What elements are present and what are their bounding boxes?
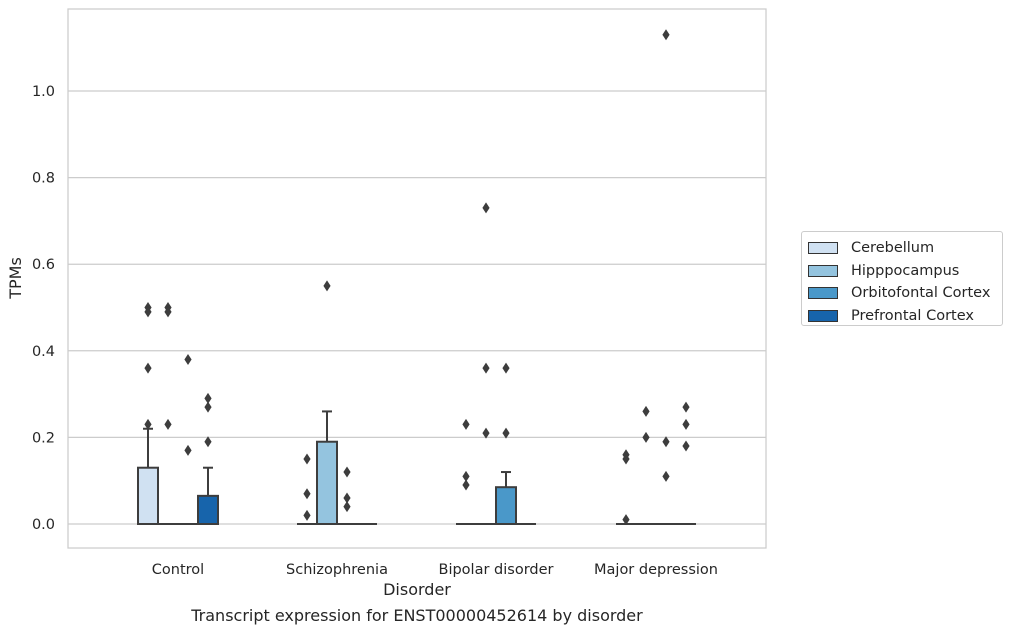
box-rect — [197, 494, 219, 526]
box-cerebellum — [137, 427, 159, 525]
y-tick-label: 0.2 — [32, 430, 55, 446]
outlier-point — [184, 444, 192, 456]
box-hipppocampus — [316, 410, 338, 526]
boxes — [137, 410, 696, 526]
grid-lines — [68, 90, 766, 525]
box-orbitofontal-cortex — [495, 471, 517, 526]
box-rect — [316, 440, 338, 526]
outlier-point — [482, 202, 490, 214]
outlier-point — [303, 509, 311, 521]
outlier-point — [502, 362, 510, 374]
outlier-point — [662, 470, 670, 482]
y-axis-label: TPMs — [6, 257, 25, 300]
x-tick-label: Control — [152, 562, 204, 578]
outlier-point — [303, 488, 311, 500]
y-tick-label: 0.4 — [32, 344, 55, 360]
y-tick-label: 0.6 — [32, 257, 55, 273]
legend-label: Hipppocampus — [851, 262, 960, 279]
y-tick-label: 1.0 — [32, 84, 55, 100]
box-prefrontal-cortex — [197, 466, 219, 526]
legend-label: Prefrontal Cortex — [851, 308, 974, 325]
chart-caption: Transcript expression for ENST0000045261… — [191, 606, 643, 625]
legend-swatch — [808, 242, 838, 255]
outlier-point — [642, 431, 650, 443]
outliers — [144, 29, 690, 526]
outlier-point — [343, 466, 351, 478]
outlier-point — [662, 436, 670, 448]
legend-item: Cerebellum — [808, 237, 1002, 260]
outlier-point — [204, 392, 212, 404]
outlier-point — [642, 405, 650, 417]
legend-swatch — [808, 264, 838, 277]
outlier-point — [682, 418, 690, 430]
outlier-point — [662, 29, 670, 41]
x-tick-label: Bipolar disorder — [439, 562, 554, 578]
outlier-point — [303, 453, 311, 465]
outlier-point — [462, 418, 470, 430]
outlier-point — [343, 492, 351, 504]
box-rect — [137, 466, 159, 525]
legend-label: Orbitofontal Cortex — [851, 285, 991, 302]
legend-item: Prefrontal Cortex — [808, 305, 1002, 328]
outlier-point — [323, 280, 331, 292]
outlier-point — [164, 306, 172, 318]
outlier-point — [204, 401, 212, 413]
legend-label: Cerebellum — [851, 240, 935, 257]
outlier-point — [144, 362, 152, 374]
outlier-point — [462, 479, 470, 491]
x-axis-ticks: Control Schizophrenia Bipolar disorder Majo… — [152, 562, 718, 578]
legend-item: Orbitofontal Cortex — [808, 282, 1002, 305]
outlier-point — [682, 440, 690, 452]
legend-item: Hipppocampus — [808, 260, 1002, 283]
outlier-point — [144, 418, 152, 430]
legend-swatch — [808, 310, 838, 323]
outlier-point — [482, 362, 490, 374]
box-rect — [495, 486, 517, 526]
outlier-point — [184, 353, 192, 365]
y-axis-ticks: 0.0 0.2 0.4 0.6 0.8 1.0 — [32, 84, 55, 533]
outlier-point — [204, 436, 212, 448]
legend: Cerebellum Hipppocampus Orbitofontal Corte… — [801, 231, 1003, 326]
plot-frame — [67, 8, 767, 549]
outlier-point — [682, 401, 690, 413]
outlier-point — [622, 514, 630, 526]
x-tick-label: Major depression — [594, 562, 718, 578]
outlier-point — [622, 453, 630, 465]
outlier-point — [482, 427, 490, 439]
outlier-point — [144, 306, 152, 318]
legend-swatch — [808, 287, 838, 300]
x-tick-label: Schizophrenia — [286, 562, 388, 578]
outlier-point — [164, 418, 172, 430]
x-axis-label: Disorder — [383, 580, 451, 599]
outlier-point — [343, 501, 351, 513]
y-tick-label: 0.0 — [32, 517, 55, 533]
y-tick-label: 0.8 — [32, 171, 55, 187]
outlier-point — [462, 470, 470, 482]
outlier-point — [502, 427, 510, 439]
